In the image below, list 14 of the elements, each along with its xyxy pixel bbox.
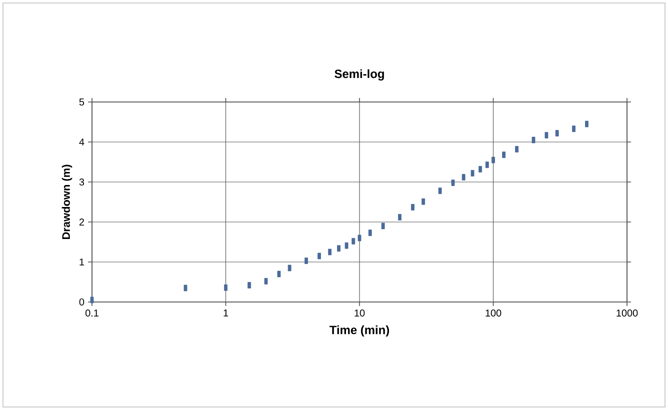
y-tick-label: 5: [79, 98, 84, 106]
y-tick-label: 4: [79, 138, 84, 146]
y-axis-title: Drawdown (m): [62, 164, 72, 240]
x-tick-label: 1: [224, 310, 228, 316]
y-tick-label: 1: [80, 258, 84, 266]
x-tick-label: 1000: [616, 310, 638, 317]
y-tick-label: 2: [79, 218, 84, 226]
x-axis-title: Time (min): [330, 325, 390, 337]
y-tick-label: 0: [79, 298, 84, 306]
x-tick-label: 100: [486, 310, 502, 317]
x-tick-label: 0.1: [85, 310, 98, 317]
x-tick-label: 10: [354, 310, 365, 317]
y-tick-label: 3: [79, 178, 84, 186]
chart-title: Semi-log: [334, 69, 384, 80]
